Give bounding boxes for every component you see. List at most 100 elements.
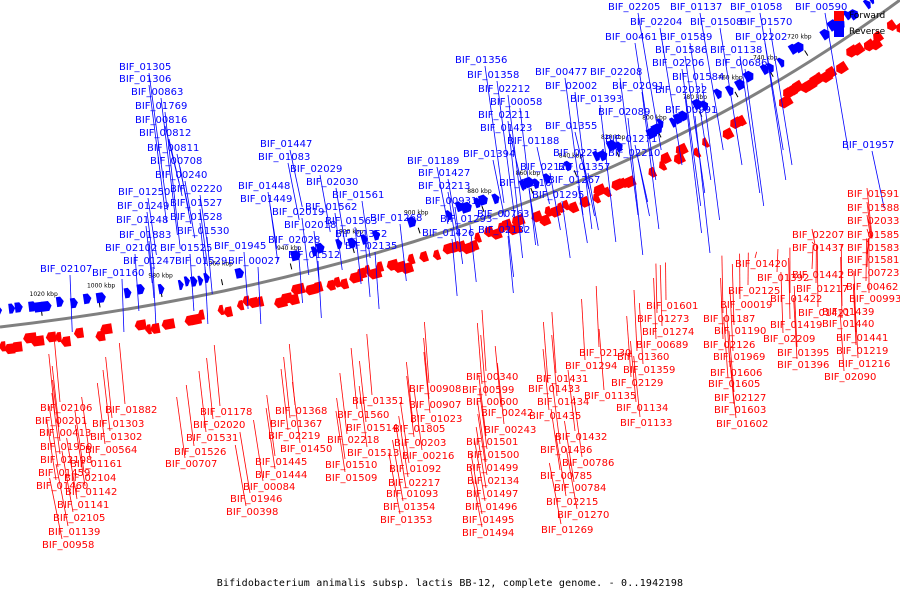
- forward-gene-arrow: [407, 253, 416, 265]
- label-leader-line: [684, 95, 702, 234]
- label-leader-line: [423, 351, 431, 414]
- gene-label: BIF_01302: [90, 432, 142, 443]
- reverse-gene-arrow: [491, 193, 500, 205]
- label-leader-line: [492, 159, 505, 218]
- tick-label: 760 kbp: [718, 75, 743, 82]
- reverse-gene-arrow: [360, 234, 368, 245]
- gene-label: BIF_01267: [548, 175, 600, 186]
- tick-label: 720 kbp: [787, 34, 812, 41]
- gene-label: BIF_01250: [118, 187, 170, 198]
- gene-label: BIF_00216: [402, 451, 454, 462]
- label-leader-line: [470, 452, 483, 515]
- tick-marks: 1020 kbp 1000 kbp 980 kbp 960 kbp 940 kbp 920…: [30, 34, 812, 316]
- reverse-gene-arrow: [290, 250, 301, 262]
- label-leader-line: [406, 361, 414, 424]
- gene-label: BIF_01248: [116, 215, 168, 226]
- gene-label: BIF_01394: [463, 149, 515, 160]
- label-leader-line: [564, 420, 575, 483]
- label-leader-line: [234, 444, 247, 507]
- gene-label: BIF_02132: [478, 225, 530, 236]
- label-leader-line: [146, 211, 155, 270]
- tick-mark: [804, 50, 809, 56]
- gene-label: BIF_02108: [40, 455, 92, 466]
- forward-gene-arrow: [333, 276, 342, 288]
- label-leader-line: [865, 238, 867, 282]
- label-leader-line: [550, 408, 561, 471]
- label-leader-line: [549, 172, 561, 231]
- gene-label: BIF_02205: [608, 2, 660, 13]
- gene-label: BIF_00907: [409, 400, 461, 411]
- label-leader-line: [567, 369, 576, 432]
- tick-label: 1020 kbp: [30, 291, 58, 298]
- gene-label: BIF_01957: [842, 140, 894, 151]
- gene-label: BIF_01219: [836, 346, 888, 357]
- gene-label: BIF_02126: [703, 340, 755, 351]
- label-leader-line: [168, 138, 183, 197]
- gene-label: BIF_01352: [335, 229, 387, 240]
- label-leader-line: [406, 375, 415, 438]
- gene-label: BIF_01500: [467, 450, 519, 461]
- legend-forward-swatch: [834, 11, 844, 21]
- gene-label: BIF_01581: [847, 255, 899, 266]
- label-leader-line: [626, 315, 632, 378]
- gene-label: BIF_01601: [646, 301, 698, 312]
- gene-label: BIF_02102: [105, 243, 157, 254]
- label-leader-line: [49, 477, 63, 540]
- gene-label: BIF_00600: [466, 397, 518, 408]
- label-leader-line: [336, 397, 346, 460]
- gene-label: BIF_02106: [40, 403, 92, 414]
- label-leader-line: [54, 340, 61, 403]
- tick-mark: [289, 263, 293, 270]
- label-leader-line: [595, 285, 600, 348]
- gene-label: BIF_00816: [135, 115, 187, 126]
- forward-gene-arrow: [603, 186, 612, 198]
- label-leader-line: [754, 251, 758, 259]
- gene-label: BIF_01602: [716, 419, 768, 430]
- forward-gene-arrow: [562, 199, 571, 211]
- gene-label: BIF_00340: [466, 372, 518, 383]
- gene-label: BIF_01586: [655, 45, 707, 56]
- label-leader-line: [81, 396, 91, 459]
- gene-label: BIF_01058: [730, 2, 782, 13]
- gene-label: BIF_01530: [177, 226, 229, 237]
- label-leader-line: [574, 131, 590, 190]
- label-leader-line: [289, 149, 303, 208]
- gene-label: BIF_00477: [535, 67, 587, 78]
- gene-label: BIF_02212: [478, 84, 530, 95]
- gene-label: BIF_01396: [777, 360, 829, 371]
- reverse-gene-arrow: [69, 297, 78, 309]
- reverse-gene-arrow: [347, 237, 357, 249]
- forward-gene-arrow: [134, 319, 147, 331]
- gene-label: BIF_01274: [642, 327, 694, 338]
- forward-gene-arrow: [886, 19, 898, 31]
- gene-label: BIF_01509: [325, 473, 377, 484]
- label-leader-line: [213, 344, 221, 407]
- tick-label: 880 kbp: [467, 188, 492, 195]
- gene-label: BIF_01445: [255, 457, 307, 468]
- label-leader-line: [811, 228, 816, 246]
- reverse-gene-arrow: [445, 210, 453, 221]
- label-leader-line: [587, 172, 599, 231]
- label-leader-line: [469, 224, 477, 283]
- reverse-gene-arrow: [157, 283, 165, 295]
- label-leader-line: [134, 253, 140, 312]
- tick-mark: [616, 151, 620, 158]
- gene-label: BIF_01508: [690, 17, 742, 28]
- gene-label: BIF_01360: [617, 352, 669, 363]
- gene-label: BIF_00398: [226, 507, 278, 518]
- label-leader-line: [148, 84, 167, 223]
- gene-label: BIF_01495: [462, 515, 514, 526]
- label-leader-line: [627, 117, 644, 256]
- forward-gene-arrow: [256, 296, 265, 307]
- gene-label: BIF_01531: [186, 433, 238, 444]
- label-leader-line: [74, 410, 85, 473]
- reverse-gene-arrow: [0, 307, 3, 315]
- reverse-gene-arrow: [459, 201, 472, 214]
- label-leader-line: [780, 271, 784, 334]
- forward-gene-arrow: [474, 232, 482, 243]
- gene-label: BIF_00958: [42, 540, 94, 551]
- gene-label: BIF_01510: [325, 460, 377, 471]
- forward-gene-arrow: [248, 296, 260, 309]
- label-leader-line: [599, 104, 617, 243]
- gene-label: BIF_00019: [720, 300, 772, 311]
